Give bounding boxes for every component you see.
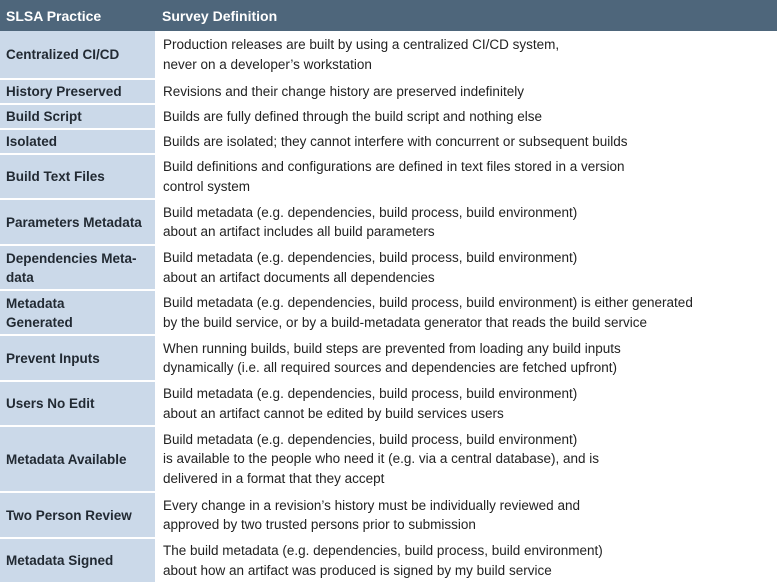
table-row: Metadata Signed The build metadata (e.g.… xyxy=(0,538,777,583)
definition-cell: Every change in a revision’s history mus… xyxy=(156,492,777,538)
table-row: Metadata Generated Build metadata (e.g. … xyxy=(0,290,777,335)
definition-cell: Revisions and their change history are p… xyxy=(156,79,777,104)
practice-name: Prevent Inputs xyxy=(6,350,100,366)
table-header: SLSA Practice Survey Definition xyxy=(0,0,777,31)
practice-name: Two Person Review xyxy=(6,507,132,523)
practice-cell: Centralized CI/CD xyxy=(0,31,157,79)
practice-name: Metadata Signed xyxy=(6,553,114,568)
table-row: Prevent Inputs When running builds, buil… xyxy=(0,335,777,381)
definition-cell: Build metadata (e.g. dependencies, build… xyxy=(156,245,777,290)
table-row: Two Person Review Every change in a revi… xyxy=(0,492,777,538)
definition-cell: Build metadata (e.g. dependencies, build… xyxy=(156,290,777,335)
table-row: Users No Edit Build metadata (e.g. depen… xyxy=(0,381,777,426)
practice-cell: Prevent Inputs xyxy=(0,335,157,381)
definition-cell: Build metadata (e.g. dependencies, build… xyxy=(156,381,777,426)
practice-cell: Dependencies Meta- data xyxy=(0,245,157,290)
table-row: Metadata Available Build metadata (e.g. … xyxy=(0,426,777,492)
practice-name: Parameters Metadata xyxy=(6,214,142,230)
practice-name: Metadata Available xyxy=(6,451,127,467)
practice-cell: Metadata Signed xyxy=(0,538,157,583)
practice-cell: Build Script xyxy=(0,104,157,129)
practice-cell: Users No Edit xyxy=(0,381,157,426)
practice-name: History Preserved xyxy=(6,84,122,99)
practice-name: Users No Edit xyxy=(6,396,95,411)
practice-cell: Isolated xyxy=(0,129,157,154)
header-row: SLSA Practice Survey Definition xyxy=(0,0,777,31)
definition-cell: Build definitions and configurations are… xyxy=(156,154,777,199)
table-row: History Preserved Revisions and their ch… xyxy=(0,79,777,104)
table-row: Parameters Metadata Build metadata (e.g.… xyxy=(0,199,777,245)
table-body: Centralized CI/CD Production releases ar… xyxy=(0,31,777,583)
definition-cell: Build metadata (e.g. dependencies, build… xyxy=(156,199,777,245)
practice-cell: Build Text Files xyxy=(0,154,157,199)
practice-name: Build Text Files xyxy=(6,169,105,184)
header-survey-definition: Survey Definition xyxy=(156,0,777,31)
definition-cell: Build metadata (e.g. dependencies, build… xyxy=(156,426,777,492)
header-slsa-practice: SLSA Practice xyxy=(0,0,156,31)
table-row: Build Text Files Build definitions and c… xyxy=(0,154,777,199)
table-row: Isolated Builds are isolated; they canno… xyxy=(0,129,777,154)
definition-cell: Builds are isolated; they cannot interfe… xyxy=(156,129,777,154)
table-row: Dependencies Meta- data Build metadata (… xyxy=(0,245,777,290)
definition-cell: When running builds, build steps are pre… xyxy=(156,335,777,381)
practice-name: Dependencies Meta- data xyxy=(6,250,137,285)
table-row: Build Script Builds are fully defined th… xyxy=(0,104,777,129)
practice-name: Isolated xyxy=(6,134,58,149)
definition-cell: Production releases are built by using a… xyxy=(156,31,777,79)
practice-cell: Metadata Generated xyxy=(0,290,157,335)
practice-name: Centralized CI/CD xyxy=(6,47,120,62)
practice-name: Metadata Generated xyxy=(6,295,73,330)
table-row: Centralized CI/CD Production releases ar… xyxy=(0,31,777,79)
definition-cell: Builds are fully defined through the bui… xyxy=(156,104,777,129)
definition-cell: The build metadata (e.g. dependencies, b… xyxy=(156,538,777,583)
practice-cell: History Preserved xyxy=(0,79,157,104)
practice-cell: Metadata Available xyxy=(0,426,157,492)
practice-cell: Parameters Metadata xyxy=(0,199,157,245)
practice-cell: Two Person Review xyxy=(0,492,157,538)
practice-name: Build Script xyxy=(6,109,82,124)
